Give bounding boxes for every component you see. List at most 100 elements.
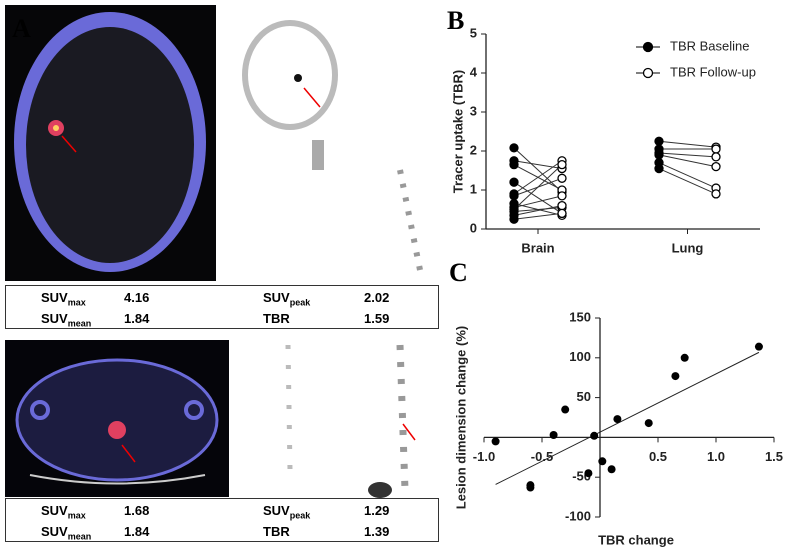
metric-sub: peak [289,510,311,521]
point [509,214,519,224]
arm-l [30,400,50,420]
point [590,431,599,440]
pet-neck [312,140,324,170]
chest [15,358,219,482]
pair-line [658,152,717,158]
point [509,191,519,201]
y-tick-label: 50 [577,389,591,404]
x-tick-label: 1.5 [765,449,783,464]
pair-line [513,147,563,193]
point [584,469,593,478]
point [654,136,664,146]
metric-name: SUV [41,503,68,518]
panel-label: A [12,14,31,43]
point [557,200,567,211]
arrow [402,423,416,441]
metric-sub: peak [289,297,311,308]
metric-value: 2.02 [364,290,390,305]
trend-line [495,351,760,485]
arrow [121,444,136,463]
metric-name: TBR [263,524,290,539]
metric-value: 4.16 [124,290,150,305]
y-tick-label: 5 [470,25,477,40]
point [598,457,607,466]
metric-name: SUV [41,311,68,326]
arrow [61,135,77,153]
point [711,152,721,162]
point [711,189,721,199]
pair-line [513,164,563,210]
y-tick-label: 0 [470,220,477,235]
point [654,150,664,160]
metric-label: SUVmax [41,503,86,521]
metric-sub: mean [67,531,92,542]
point [557,173,567,183]
metric-value: 1.84 [124,524,150,539]
metric-value: 1.29 [364,503,390,518]
pet-rib [285,344,293,471]
pair-line [513,205,563,216]
metric-sub: mean [67,318,92,329]
point [557,159,567,170]
arrow [303,87,321,108]
panel-label: C [449,258,468,287]
y-tick-label: -100 [565,508,591,523]
arm-r [184,400,204,420]
metric-value: 1.39 [364,524,390,539]
point [509,177,519,187]
y-axis-label: Lesion dimension change (%) [453,326,468,509]
pet-head [242,20,338,130]
metric-label: SUVpeak [263,503,310,521]
y-tick-label: 4 [470,64,478,79]
pair-line [513,160,563,195]
pair-line [658,154,717,168]
legend-marker [642,41,654,53]
point [680,353,689,362]
point [561,405,570,414]
y-tick-label: 100 [569,349,591,364]
metric-label: TBR [263,524,290,539]
metric-value: 1.68 [124,503,150,518]
pair-line [658,140,717,148]
point [711,144,721,154]
y-tick-label: 2 [470,142,477,157]
point [557,208,567,219]
metric-label: SUVmax [41,290,86,308]
metric-name: SUV [41,524,68,539]
metric-label: SUVmean [41,524,91,542]
pet-spine [397,169,423,271]
metric-sub: max [67,510,86,521]
lesion-core [53,125,59,131]
pair-line [513,207,563,212]
y-axis-label: Tracer uptake (TBR) [450,70,465,194]
metric-name: SUV [41,290,68,305]
point [549,431,558,440]
x-tick-label: 0.5 [649,449,667,464]
panel-label: B [447,6,465,35]
pet-uptake [368,482,392,498]
pet-spine [396,344,409,491]
y-tick-label: 150 [569,309,591,324]
vertebra [108,421,126,439]
pair-line [658,168,717,195]
metric-name: SUV [263,290,290,305]
point [607,465,616,474]
table-bed [29,474,206,485]
brain [26,27,194,263]
legend-marker [642,67,654,79]
y-tick-label: 3 [470,103,477,118]
metric-label: SUVmean [41,311,91,329]
metric-name: SUV [263,503,290,518]
x-tick-label: -1.0 [473,449,495,464]
legend-label: TBR Baseline [670,38,749,53]
pair-line [513,160,563,170]
point [754,342,763,351]
point [671,372,680,381]
metric-name: TBR [263,311,290,326]
point [654,163,664,174]
metric-label: TBR [263,311,290,326]
point [613,415,622,424]
